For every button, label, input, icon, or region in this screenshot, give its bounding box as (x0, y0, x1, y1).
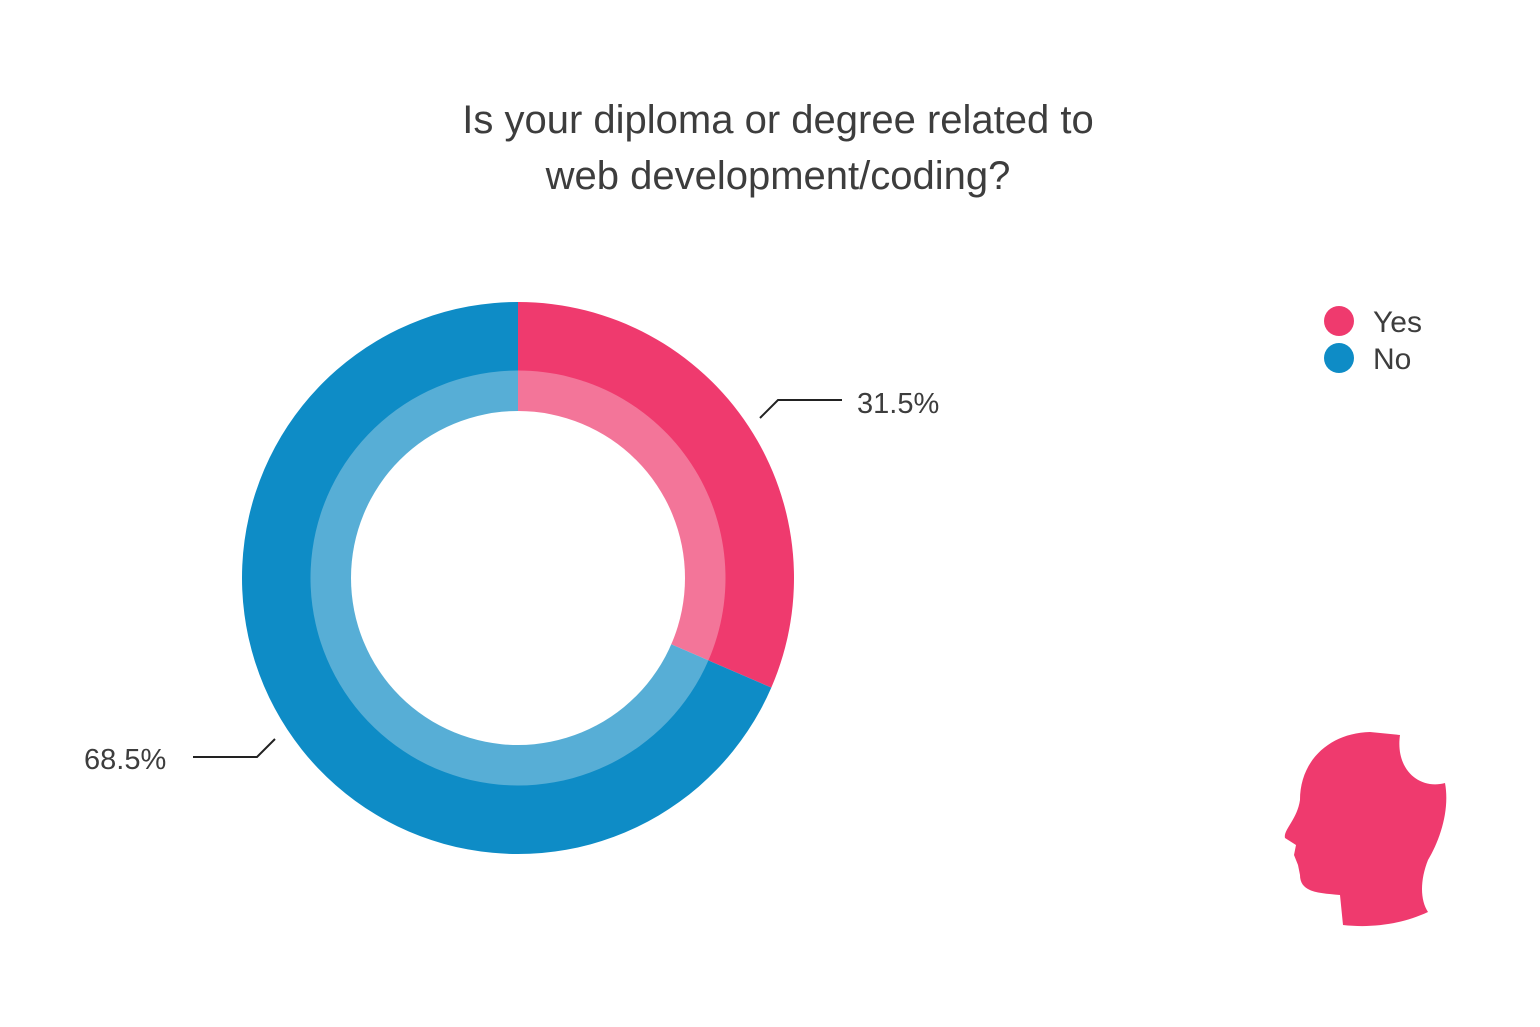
chart-title: Is your diploma or degree related to web… (0, 92, 1540, 204)
leader-line-yes (759, 399, 842, 419)
legend-label-yes: Yes (1373, 306, 1422, 339)
slices (242, 302, 794, 854)
legend: Yes No (1324, 306, 1422, 376)
legend-swatch-no (1324, 343, 1354, 373)
donut-hole (351, 411, 685, 745)
chart-title-line-1: Is your diploma or degree related to (462, 98, 1094, 142)
data-label-yes: 31.5% (857, 388, 939, 420)
chart-title-line-2: web development/coding? (545, 154, 1011, 198)
legend-swatch-yes (1324, 306, 1354, 336)
slice-inner-yes (518, 370, 726, 661)
leader-line-no (193, 738, 276, 758)
data-label-no: 68.5% (84, 744, 166, 776)
legend-label-no: No (1373, 343, 1411, 376)
head-silhouette-icon (1284, 732, 1447, 927)
